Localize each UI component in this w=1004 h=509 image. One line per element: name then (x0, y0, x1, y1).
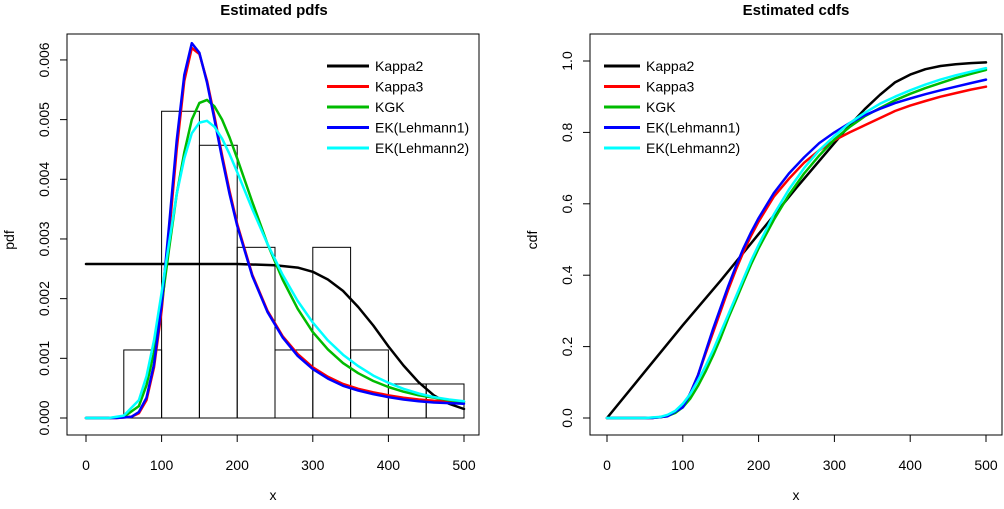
pdf-legend-label: Kappa3 (375, 79, 423, 95)
pdf-series-line-kappa2 (84, 262, 466, 411)
pdf-series-line-ek-lehmann1 (84, 41, 466, 420)
pdf-plot-frame (66, 33, 480, 436)
cdf-y-tick-label: 0.8 (559, 122, 575, 142)
pdf-y-tick-label: 0.004 (36, 162, 52, 197)
cdf-x-tick-label: 500 (974, 457, 998, 473)
pdf-y-tick-label: 0.006 (36, 42, 52, 77)
cdf-panel: Estimated cdfs x cdf 0 100 200 300 400 500 0.… (524, 2, 1003, 503)
pdf-panel: Estimated pdfs x pdf 0 100 200 300 400 500 0.… (1, 2, 480, 503)
cdf-legend-label: EK(Lehmann2) (646, 140, 740, 156)
histogram-bar (312, 246, 352, 419)
pdf-series-lines (84, 41, 466, 420)
pdf-legend-label: EK(Lehmann2) (375, 140, 469, 156)
pdf-y-axis-label: pdf (1, 230, 17, 250)
cdf-chart-title: Estimated cdfs (743, 2, 850, 19)
cdf-x-tick-label: 400 (899, 457, 923, 473)
cdf-legend: Kappa2 Kappa3 KGK EK(Lehmann1) EK(Lehmann2) (604, 58, 740, 156)
pdf-x-tick-label: 200 (226, 457, 250, 473)
cdf-legend-label: EK(Lehmann1) (646, 120, 740, 136)
pdf-legend-label: EK(Lehmann1) (375, 120, 469, 136)
cdf-legend-label: KGK (646, 99, 676, 115)
pdf-x-tick-label: 300 (301, 457, 325, 473)
cdf-series-lines (605, 61, 988, 420)
cdf-plot-frame (589, 33, 1003, 436)
cdf-x-tick-label: 300 (823, 457, 847, 473)
pdf-legend: Kappa2 Kappa3 KGK EK(Lehmann1) EK(Lehmann2) (327, 58, 469, 156)
cdf-y-tick-label: 0.0 (559, 408, 575, 428)
cdf-legend-label: Kappa2 (646, 58, 694, 74)
pdf-y-tick-label: 0.001 (36, 341, 52, 376)
cdf-x-axis-label: x (793, 487, 800, 503)
cdf-y-tick-label: 0.2 (559, 337, 575, 357)
pdf-y-tick-label: 0.003 (36, 221, 52, 256)
pdf-y-tick-label: 0.005 (36, 102, 52, 137)
pdf-y-tick-label: 0.000 (36, 400, 52, 435)
histogram-bar (198, 144, 238, 419)
pdf-x-tick-label: 100 (150, 457, 174, 473)
cdf-x-tick-label: 200 (747, 457, 771, 473)
cdf-legend-label: Kappa3 (646, 79, 694, 95)
cdf-series-line-kappa2 (605, 61, 988, 420)
cdf-y-tick-label: 0.6 (559, 194, 575, 214)
pdf-legend-label: Kappa2 (375, 58, 423, 74)
pdf-chart-title: Estimated pdfs (220, 2, 328, 19)
cdf-y-tick-label: 0.4 (559, 265, 575, 285)
cdf-series-line-kappa3 (605, 85, 988, 420)
pdf-series-line-ek-lehmann2 (84, 119, 466, 420)
pdf-legend-label: KGK (375, 99, 405, 115)
pdf-x-axis-label: x (270, 487, 277, 503)
pdf-x-tick-label: 0 (82, 457, 90, 473)
histogram-bar (274, 349, 314, 419)
cdf-x-tick-label: 0 (603, 457, 611, 473)
pdf-y-ticks: 0.000 0.001 0.002 0.003 0.004 0.005 0.006 (36, 42, 67, 436)
histogram-bar (236, 246, 276, 419)
pdf-y-tick-label: 0.002 (36, 281, 52, 316)
cdf-y-ticks: 0.0 0.2 0.4 0.6 0.8 1.0 (559, 51, 590, 428)
pdf-x-tick-label: 400 (377, 457, 401, 473)
cdf-series-line-ek-lehmann2 (605, 66, 988, 420)
cdf-x-tick-label: 100 (671, 457, 695, 473)
cdf-y-tick-label: 1.0 (559, 51, 575, 71)
pdf-x-ticks: 0 100 200 300 400 500 (82, 435, 476, 473)
cdf-series-line-ek-lehmann1 (605, 78, 988, 420)
pdf-x-tick-label: 500 (452, 457, 476, 473)
cdf-y-axis-label: cdf (524, 231, 540, 250)
pdf-series-line-kgk (84, 98, 466, 420)
cdf-x-ticks: 0 100 200 300 400 500 (603, 435, 998, 473)
